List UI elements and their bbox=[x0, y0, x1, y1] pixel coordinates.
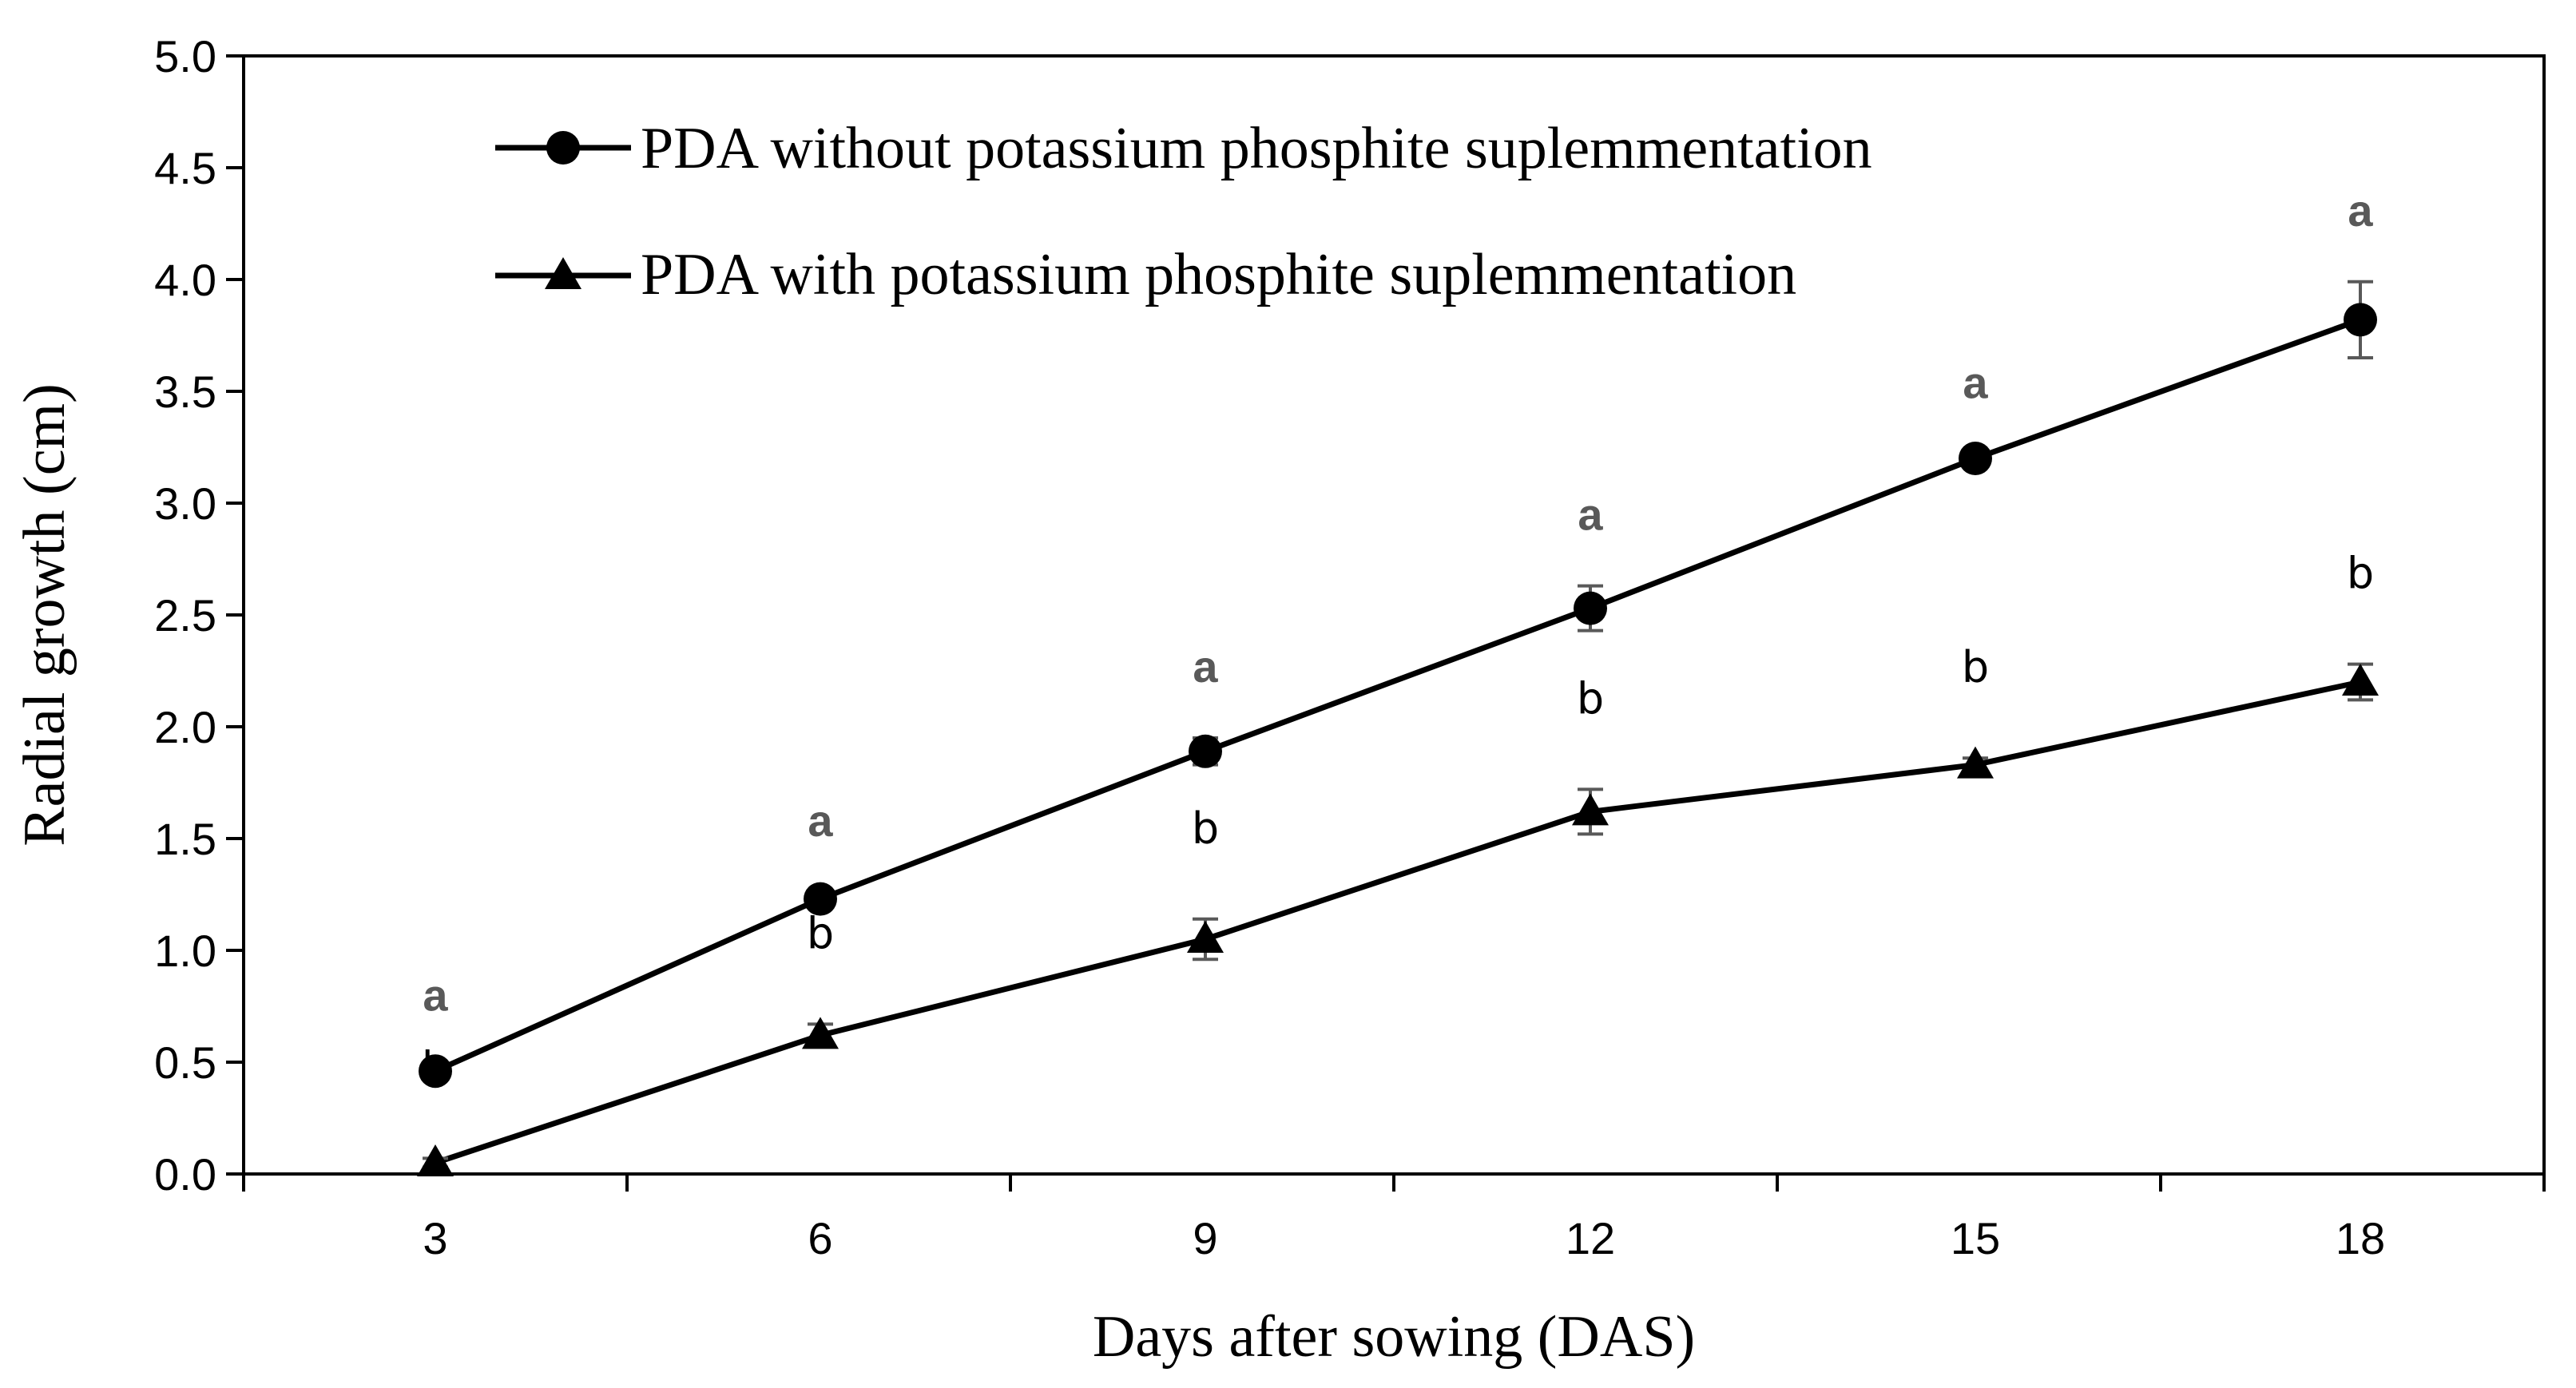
significance-label: a bbox=[423, 970, 448, 1021]
significance-label: a bbox=[1193, 641, 1218, 692]
data-point-circle bbox=[1574, 591, 1607, 625]
significance-label: b bbox=[2347, 549, 2374, 599]
x-tick-label: 12 bbox=[1566, 1213, 1615, 1263]
y-tick-label: 5.0 bbox=[154, 31, 216, 81]
y-axis-title: Radial growth (cm) bbox=[12, 383, 77, 847]
data-point-circle bbox=[1959, 442, 1992, 475]
data-point-triangle bbox=[2342, 664, 2379, 696]
data-point-circle bbox=[804, 882, 837, 916]
x-tick-label: 9 bbox=[1193, 1213, 1217, 1263]
x-tick-label: 6 bbox=[808, 1213, 832, 1263]
significance-label: a bbox=[1963, 357, 1988, 407]
significance-label: b bbox=[1962, 642, 1989, 692]
significance-label: a bbox=[1578, 490, 1603, 540]
y-tick-label: 3.5 bbox=[154, 367, 216, 417]
y-tick-label: 1.0 bbox=[154, 926, 216, 976]
y-tick-label: 4.0 bbox=[154, 255, 216, 305]
data-point-triangle bbox=[1187, 921, 1224, 953]
data-point-circle bbox=[419, 1054, 452, 1089]
x-axis: 3 6 9 12 15 18 bbox=[242, 1174, 2546, 1263]
y-tick-label: 0.5 bbox=[154, 1037, 216, 1088]
y-tick-label: 3.0 bbox=[154, 478, 216, 529]
significance-label: a bbox=[808, 795, 833, 846]
x-tick-label: 3 bbox=[423, 1213, 447, 1263]
legend-label-2: PDA with potassium phosphite suplemmenta… bbox=[641, 242, 1796, 307]
y-axis: 0.0 0.5 1.0 1.5 2.0 2.5 3.0 3.5 4.0 4.5 5.0 bbox=[154, 31, 244, 1200]
x-tick-label: 15 bbox=[1951, 1213, 2000, 1263]
series-line-1 bbox=[434, 317, 2362, 1074]
y-tick-label: 2.5 bbox=[154, 590, 216, 640]
significance-label: b bbox=[1577, 673, 1604, 724]
data-point-circle bbox=[1189, 734, 1222, 768]
data-point-triangle bbox=[1957, 746, 1994, 779]
plot-area-frame bbox=[242, 54, 2546, 1176]
y-tick-label: 4.5 bbox=[154, 143, 216, 193]
data-point-triangle bbox=[1572, 793, 1609, 826]
significance-label: b bbox=[422, 1042, 449, 1093]
significance-label: b bbox=[1192, 803, 1219, 854]
x-tick-label: 18 bbox=[2336, 1213, 2385, 1263]
data-point-triangle bbox=[417, 1144, 454, 1176]
legend: PDA without potassium phosphite suplemme… bbox=[495, 116, 1872, 307]
y-tick-label: 1.5 bbox=[154, 814, 216, 864]
data-point-triangle bbox=[802, 1017, 839, 1049]
significance-label: b bbox=[807, 908, 834, 958]
series-layer bbox=[417, 280, 2379, 1176]
legend-circle-marker bbox=[546, 131, 580, 165]
y-tick-label: 2.0 bbox=[154, 702, 216, 752]
data-point-circle bbox=[2344, 303, 2377, 337]
series-line-2 bbox=[434, 679, 2361, 1166]
x-axis-title: Days after sowing (DAS) bbox=[1093, 1304, 1695, 1370]
y-tick-label: 0.0 bbox=[154, 1149, 216, 1200]
legend-label-1: PDA without potassium phosphite suplemme… bbox=[641, 116, 1872, 181]
significance-label: a bbox=[2348, 185, 2373, 236]
legend-triangle-marker bbox=[545, 257, 581, 289]
